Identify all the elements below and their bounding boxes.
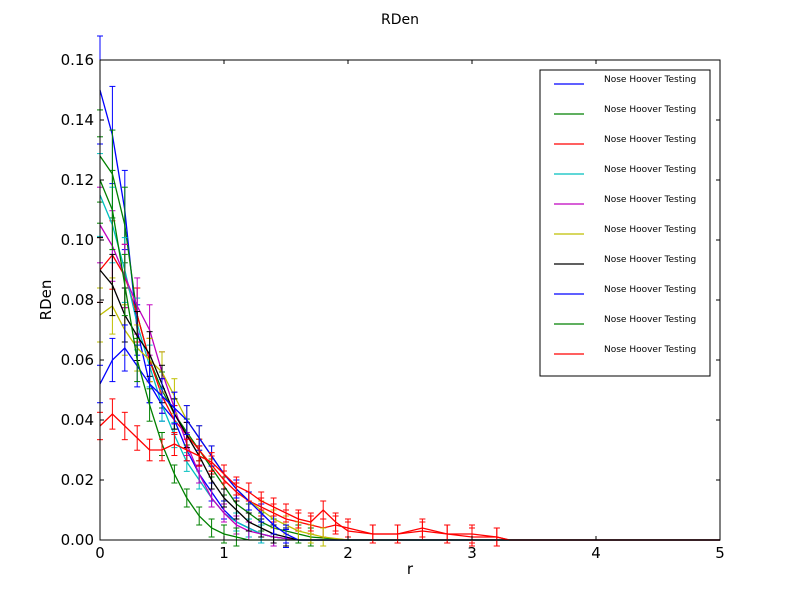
x-tick-label: 1	[219, 544, 229, 562]
legend-item: Nose Hoover Testing	[554, 345, 696, 355]
y-tick-label: 0.00	[61, 531, 94, 549]
y-tick-label: 0.12	[61, 171, 94, 189]
legend-item: Nose Hoover Testing	[554, 195, 696, 205]
legend-label: Nose Hoover Testing	[604, 315, 696, 325]
legend-item: Nose Hoover Testing	[554, 285, 696, 295]
series-line	[99, 413, 720, 541]
y-tick-label: 0.02	[61, 471, 94, 489]
legend-label: Nose Hoover Testing	[604, 225, 696, 235]
y-tick-label: 0.16	[61, 51, 94, 69]
legend-label: Nose Hoover Testing	[604, 255, 696, 265]
legend-item: Nose Hoover Testing	[554, 315, 696, 325]
y-tick-label: 0.10	[61, 231, 94, 249]
series-line	[99, 346, 720, 541]
legend-label: Nose Hoover Testing	[604, 285, 696, 295]
legend: Nose Hoover Testing Nose Hoover Testing No…	[539, 69, 711, 377]
y-tick-label: 0.04	[61, 411, 94, 429]
legend-item: Nose Hoover Testing	[554, 75, 696, 85]
x-tick-label: 3	[467, 544, 477, 562]
legend-label: Nose Hoover Testing	[604, 195, 696, 205]
y-axis-label: RDen	[37, 280, 55, 321]
y-tick-label: 0.14	[61, 111, 94, 129]
x-tick-label: 5	[715, 544, 725, 562]
legend-label: Nose Hoover Testing	[604, 105, 696, 115]
legend-item: Nose Hoover Testing	[554, 165, 696, 175]
y-tick-label: 0.08	[61, 291, 94, 309]
legend-item: Nose Hoover Testing	[554, 105, 696, 115]
legend-label: Nose Hoover Testing	[604, 135, 696, 145]
chart-title: RDen	[381, 12, 419, 28]
axes: 0 1 2 3 4 5 0.00 0.02 0.04 0.06 0.08 0.10 0.12 0.14 0.…	[61, 51, 725, 562]
x-axis-label: r	[407, 560, 414, 578]
legend-label: Nose Hoover Testing	[604, 75, 696, 85]
x-tick-label: 0	[95, 544, 105, 562]
y-tick-label: 0.06	[61, 351, 94, 369]
x-tick-label: 4	[591, 544, 601, 562]
x-tick-label: 2	[343, 544, 353, 562]
legend-item: Nose Hoover Testing	[554, 225, 696, 235]
series-10	[97, 398, 720, 547]
legend-label: Nose Hoover Testing	[604, 165, 696, 175]
legend-label: Nose Hoover Testing	[604, 345, 696, 355]
legend-item: Nose Hoover Testing	[554, 255, 696, 265]
legend-box	[539, 69, 711, 377]
legend-item: Nose Hoover Testing	[554, 135, 696, 145]
